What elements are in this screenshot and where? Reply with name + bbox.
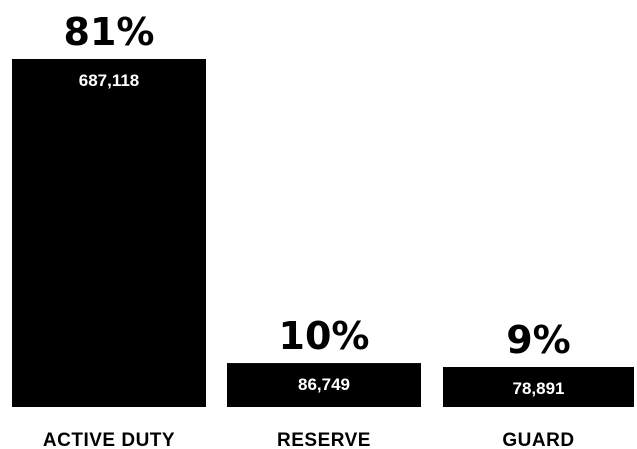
bar-percent-label: 9% xyxy=(506,318,571,362)
bar-value-label: 687,118 xyxy=(79,71,140,90)
bar-percent-label: 10% xyxy=(279,314,370,358)
bar-value-label: 78,891 xyxy=(513,379,565,398)
bar-value-label: 86,749 xyxy=(298,375,350,394)
category-tick-label: ACTIVE DUTY xyxy=(43,430,175,449)
category-tick-label: RESERVE xyxy=(277,430,371,449)
bar-reserve xyxy=(227,363,421,407)
category-tick-label: GUARD xyxy=(502,430,574,449)
bar-active-duty xyxy=(12,59,206,407)
bar-guard xyxy=(443,367,634,407)
bar-percent-label: 81% xyxy=(64,10,155,54)
